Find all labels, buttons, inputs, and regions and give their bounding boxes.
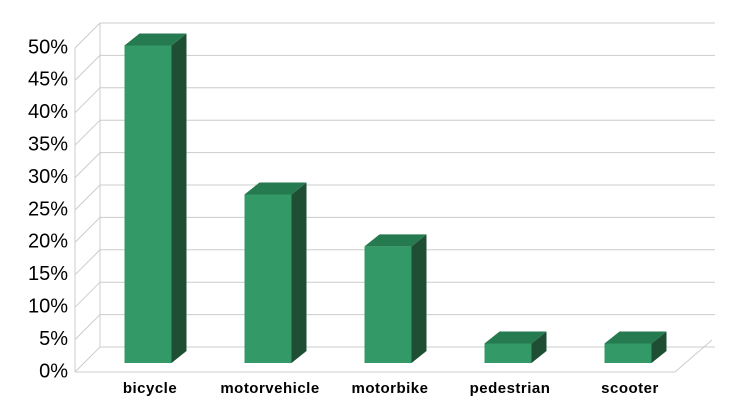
bar-side bbox=[171, 33, 187, 363]
grid-line bbox=[74, 184, 715, 211]
bar-top bbox=[244, 182, 307, 195]
floor-edge bbox=[75, 339, 713, 373]
grid-line bbox=[74, 87, 715, 114]
bar-front bbox=[244, 194, 292, 363]
x-tick-label: motorvehicle bbox=[220, 380, 319, 397]
grid-line bbox=[74, 249, 715, 276]
bar-front bbox=[484, 343, 532, 363]
y-tick-label: 10% bbox=[28, 295, 68, 317]
grid-line bbox=[74, 119, 715, 146]
bar bbox=[244, 182, 307, 363]
bar-side bbox=[651, 331, 667, 363]
grid-line bbox=[74, 314, 715, 340]
x-tick-label: bicycle bbox=[123, 380, 177, 397]
y-tick-label: 5% bbox=[39, 328, 68, 350]
y-tick-label: 30% bbox=[28, 166, 68, 188]
grid-line bbox=[74, 281, 715, 308]
y-tick-label: 25% bbox=[28, 198, 68, 220]
y-tick-label: 15% bbox=[28, 263, 68, 285]
x-tick-label: pedestrian bbox=[470, 380, 551, 397]
bar-top bbox=[364, 234, 427, 247]
grid-line bbox=[74, 152, 715, 178]
grid-line bbox=[74, 54, 715, 81]
y-tick-label: 0% bbox=[39, 360, 68, 382]
x-tick-label: motorbike bbox=[351, 380, 428, 397]
y-tick-label: 35% bbox=[28, 133, 68, 155]
bar bbox=[124, 33, 187, 363]
bar-top bbox=[484, 331, 547, 344]
bar-side bbox=[531, 331, 547, 363]
bar-front bbox=[604, 343, 652, 363]
y-tick-label: 20% bbox=[28, 231, 68, 253]
grid-line bbox=[74, 216, 715, 243]
y-tick-label: 40% bbox=[28, 101, 68, 123]
y-tick-label: 50% bbox=[28, 36, 68, 58]
bar-side bbox=[291, 182, 307, 363]
bar-side bbox=[411, 234, 427, 363]
bar-front bbox=[124, 45, 172, 363]
x-tick-label: scooter bbox=[601, 380, 659, 397]
bar-front bbox=[364, 246, 412, 363]
bar-top bbox=[604, 331, 667, 344]
grid-line bbox=[74, 22, 715, 49]
y-tick-label: 45% bbox=[28, 69, 68, 91]
bar bbox=[364, 234, 427, 363]
bar bbox=[604, 331, 667, 363]
bar bbox=[484, 331, 547, 363]
bar-top bbox=[124, 33, 187, 46]
